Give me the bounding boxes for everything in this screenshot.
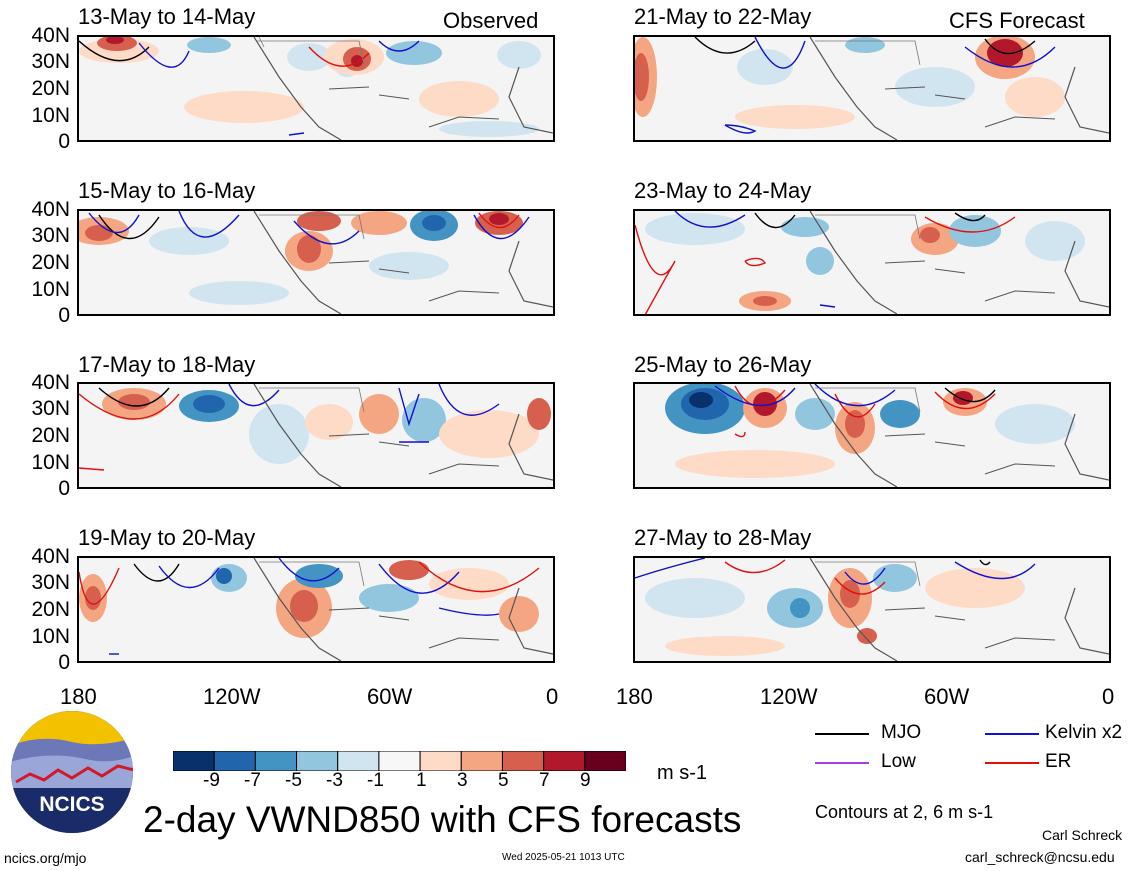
legend-label-mjo: MJO <box>881 722 922 743</box>
map-panel-fc-1 <box>633 35 1111 142</box>
x-tick-fc: 60W <box>924 684 970 709</box>
y-tick: 10N <box>31 278 70 301</box>
panel-title-fc-1: 21-May to 22-May <box>634 4 812 29</box>
colorbar-label: 5 <box>498 770 509 791</box>
y-tick: 0 <box>58 477 70 500</box>
colorbar-label: 7 <box>539 770 550 791</box>
panel-title-fc-2: 23-May to 24-May <box>634 178 812 203</box>
y-tick: 40N <box>31 24 70 47</box>
colorbar-label: -5 <box>285 770 302 791</box>
y-tick: 20N <box>31 598 70 621</box>
panel-title-fc-4: 27-May to 28-May <box>634 525 812 550</box>
colorbar-swatch <box>172 750 215 772</box>
map-panel-obs-1 <box>77 35 555 142</box>
colorbar-label: 9 <box>580 770 591 791</box>
panel-title-obs-2: 15-May to 16-May <box>78 178 256 203</box>
x-tick-fc: 120W <box>760 684 818 709</box>
legend-line-low <box>815 762 869 764</box>
y-tick: 40N <box>31 371 70 394</box>
legend-label-er: ER <box>1045 751 1072 772</box>
map-panel-obs-2 <box>77 209 555 316</box>
map-panel-obs-4 <box>77 556 555 663</box>
x-tick-obs: 180 <box>60 684 97 709</box>
y-tick: 20N <box>31 77 70 100</box>
colorbar-swatch <box>460 750 503 772</box>
legend-line-er <box>985 762 1039 764</box>
colorbar-swatch <box>378 750 421 772</box>
y-tick: 30N <box>31 571 70 594</box>
ncics-logo: NCICS <box>10 710 134 834</box>
colorbar-label: 1 <box>416 770 427 791</box>
colorbar-swatch <box>543 750 586 772</box>
colorbar-swatch <box>584 750 627 772</box>
colorbar-swatch <box>213 750 256 772</box>
observed-header: Observed <box>443 8 539 33</box>
y-tick: 0 <box>58 130 70 153</box>
colorbar-label: -9 <box>203 770 220 791</box>
colorbar-swatch <box>296 750 339 772</box>
y-tick: 10N <box>31 451 70 474</box>
panel-title-obs-4: 19-May to 20-May <box>78 525 256 550</box>
colorbar-label: -1 <box>367 770 384 791</box>
map-panel-fc-4 <box>633 556 1111 663</box>
credit-email: carl_schreck@ncsu.edu <box>965 849 1115 865</box>
y-tick: 10N <box>31 625 70 648</box>
y-tick: 20N <box>31 251 70 274</box>
map-panel-obs-3 <box>77 382 555 489</box>
contour-note: Contours at 2, 6 m s-1 <box>815 802 994 822</box>
footer-timestamp: Wed 2025-05-21 1013 UTC <box>502 852 625 863</box>
panel-title-obs-3: 17-May to 18-May <box>78 352 256 377</box>
y-tick: 20N <box>31 424 70 447</box>
x-tick-obs: 60W <box>367 684 413 709</box>
x-tick-obs: 0 <box>546 684 559 709</box>
x-tick-fc: 0 <box>1102 684 1115 709</box>
y-tick: 0 <box>58 304 70 327</box>
panel-title-fc-3: 25-May to 26-May <box>634 352 812 377</box>
x-tick-fc: 180 <box>616 684 653 709</box>
colorbar-units: m s-1 <box>657 762 707 784</box>
y-tick: 30N <box>31 224 70 247</box>
y-tick: 0 <box>58 651 70 674</box>
map-panel-fc-3 <box>633 382 1111 489</box>
x-tick-obs: 120W <box>203 684 261 709</box>
panel-title-obs-1: 13-May to 14-May <box>78 4 256 29</box>
legend-label-kelvin: Kelvin x2 <box>1045 722 1123 743</box>
colorbar-swatch <box>501 750 545 772</box>
y-tick: 10N <box>31 104 70 127</box>
forecast-header: CFS Forecast <box>949 8 1085 33</box>
colorbar <box>172 750 627 772</box>
colorbar-label: -3 <box>326 770 343 791</box>
map-panel-fc-2 <box>633 209 1111 316</box>
logo-text: NCICS <box>39 793 104 816</box>
y-tick: 30N <box>31 397 70 420</box>
colorbar-swatch <box>419 750 462 772</box>
colorbar-label: -7 <box>244 770 261 791</box>
figure-title: 2-day VWND850 with CFS forecasts <box>143 799 742 840</box>
footer-url: ncics.org/mjo <box>4 850 87 866</box>
colorbar-swatch <box>254 750 298 772</box>
legend-line-kelvin <box>985 733 1039 735</box>
y-tick: 30N <box>31 50 70 73</box>
credit-name: Carl Schreck <box>1042 827 1123 843</box>
y-tick: 40N <box>31 198 70 221</box>
legend-label-low: Low <box>881 751 916 772</box>
colorbar-swatch <box>337 750 380 772</box>
legend-line-mjo <box>815 733 869 735</box>
colorbar-label: 3 <box>457 770 468 791</box>
y-tick: 40N <box>31 545 70 568</box>
